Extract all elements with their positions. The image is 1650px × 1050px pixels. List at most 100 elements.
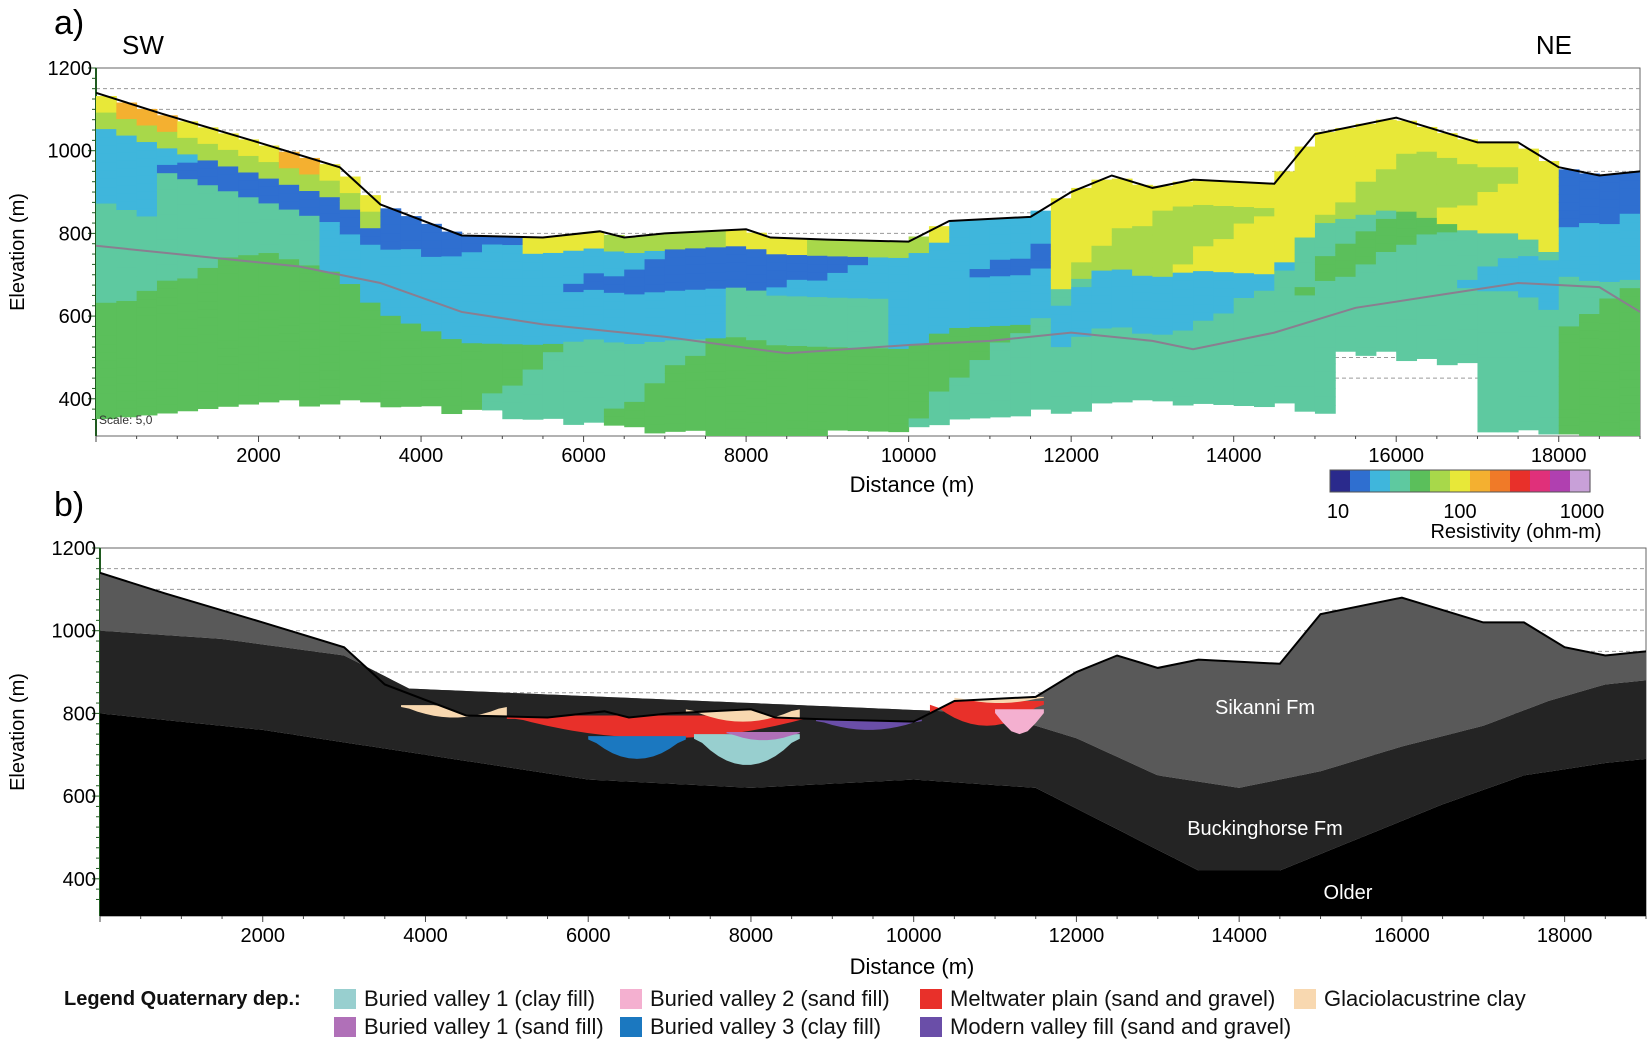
resistivity-cell <box>380 324 402 333</box>
resistivity-cell <box>563 374 585 384</box>
resistivity-cell <box>1091 369 1113 379</box>
resistivity-cell <box>685 248 706 258</box>
x-tick-label: 16000 <box>1374 925 1430 947</box>
resistivity-cell <box>522 361 544 371</box>
resistivity-cell <box>1314 380 1336 389</box>
resistivity-cell <box>989 226 1011 236</box>
resistivity-cell <box>96 104 117 114</box>
resistivity-cell <box>1213 363 1235 372</box>
resistivity-cell <box>258 360 280 370</box>
resistivity-cell <box>339 391 361 401</box>
resistivity-cell <box>197 251 219 261</box>
resistivity-cell <box>1030 351 1052 361</box>
resistivity-cell <box>1152 384 1174 394</box>
resistivity-cell <box>827 421 849 431</box>
resistivity-cell <box>461 301 483 311</box>
resistivity-cell <box>502 253 524 263</box>
resistivity-cell <box>1355 272 1377 282</box>
resistivity-cell <box>1233 355 1255 365</box>
resistivity-cell <box>868 323 889 333</box>
resistivity-cell <box>989 317 1011 327</box>
resistivity-cell <box>380 233 402 242</box>
resistivity-cell <box>1599 232 1621 242</box>
resistivity-cell <box>1314 322 1336 332</box>
resistivity-cell <box>1132 242 1153 252</box>
resistivity-cell <box>96 236 117 246</box>
resistivity-cell <box>319 213 341 223</box>
resistivity-cell <box>136 282 158 292</box>
resistivity-cell <box>258 385 280 395</box>
resistivity-cell <box>421 323 442 332</box>
resistivity-cell <box>1375 268 1397 278</box>
resistivity-cell <box>888 324 910 333</box>
resistivity-cell <box>725 428 747 436</box>
resistivity-cell <box>1010 242 1032 251</box>
resistivity-cell <box>482 401 503 411</box>
resistivity-cell <box>299 166 320 175</box>
resistivity-cell <box>786 379 808 388</box>
resistivity-cell <box>116 201 138 211</box>
resistivity-cell <box>1233 256 1255 266</box>
resistivity-cell <box>156 231 178 240</box>
resistivity-cell <box>1294 386 1316 396</box>
resistivity-cell <box>177 336 199 346</box>
resistivity-cell <box>542 252 564 262</box>
resistivity-cell <box>1314 140 1336 150</box>
resistivity-cell <box>1111 377 1133 386</box>
resistivity-cell <box>949 311 971 321</box>
resistivity-cell <box>1477 357 1499 367</box>
resistivity-cell <box>786 362 808 372</box>
resistivity-cell <box>1538 326 1560 336</box>
resistivity-cell <box>116 127 138 137</box>
resistivity-cell <box>1518 173 1539 183</box>
legend-swatch <box>620 989 642 1009</box>
resistivity-cell <box>1497 175 1519 185</box>
resistivity-cell <box>847 273 869 283</box>
resistivity-cell <box>177 278 199 288</box>
resistivity-cell <box>278 333 300 343</box>
resistivity-cell <box>1294 311 1316 321</box>
resistivity-cell <box>1132 250 1153 260</box>
resistivity-cell <box>1071 204 1092 214</box>
resistivity-cell <box>96 211 117 221</box>
resistivity-cell <box>522 286 544 296</box>
resistivity-cell <box>685 281 706 291</box>
resistivity-cell <box>1193 353 1214 363</box>
resistivity-cell <box>258 211 280 221</box>
resistivity-cell <box>299 348 320 357</box>
resistivity-cell <box>1294 171 1316 181</box>
resistivity-cell <box>1233 380 1255 390</box>
resistivity-cell <box>461 235 483 245</box>
resistivity-cell <box>563 358 585 368</box>
resistivity-cell <box>319 188 341 198</box>
resistivity-cell <box>197 176 219 186</box>
resistivity-cell <box>949 278 971 288</box>
resistivity-cell <box>1071 212 1092 222</box>
resistivity-cell <box>278 226 300 235</box>
resistivity-cell <box>1497 373 1519 383</box>
resistivity-cell <box>522 410 544 420</box>
resistivity-cell <box>1619 172 1640 182</box>
resistivity-cell <box>888 357 910 366</box>
resistivity-cell <box>177 245 199 255</box>
resistivity-cell <box>197 301 219 310</box>
resistivity-cell <box>1477 332 1499 342</box>
resistivity-cell <box>1213 313 1235 323</box>
resistivity-cell <box>116 143 138 153</box>
resistivity-cell <box>319 222 341 231</box>
resistivity-cell <box>928 284 950 293</box>
resistivity-cell <box>278 300 300 310</box>
resistivity-cell <box>1111 253 1133 262</box>
resistivity-cell <box>441 256 463 266</box>
resistivity-cell <box>1314 181 1336 191</box>
resistivity-cell <box>1497 415 1519 425</box>
resistivity-cell <box>502 385 524 395</box>
resistivity-cell <box>664 290 686 300</box>
resistivity-cell <box>1416 184 1438 194</box>
resistivity-cell <box>116 400 138 409</box>
resistivity-cell <box>1294 378 1316 387</box>
resistivity-cell <box>1436 199 1458 209</box>
resistivity-cell <box>502 311 524 320</box>
resistivity-cell <box>766 419 788 429</box>
resistivity-cell <box>136 108 158 118</box>
